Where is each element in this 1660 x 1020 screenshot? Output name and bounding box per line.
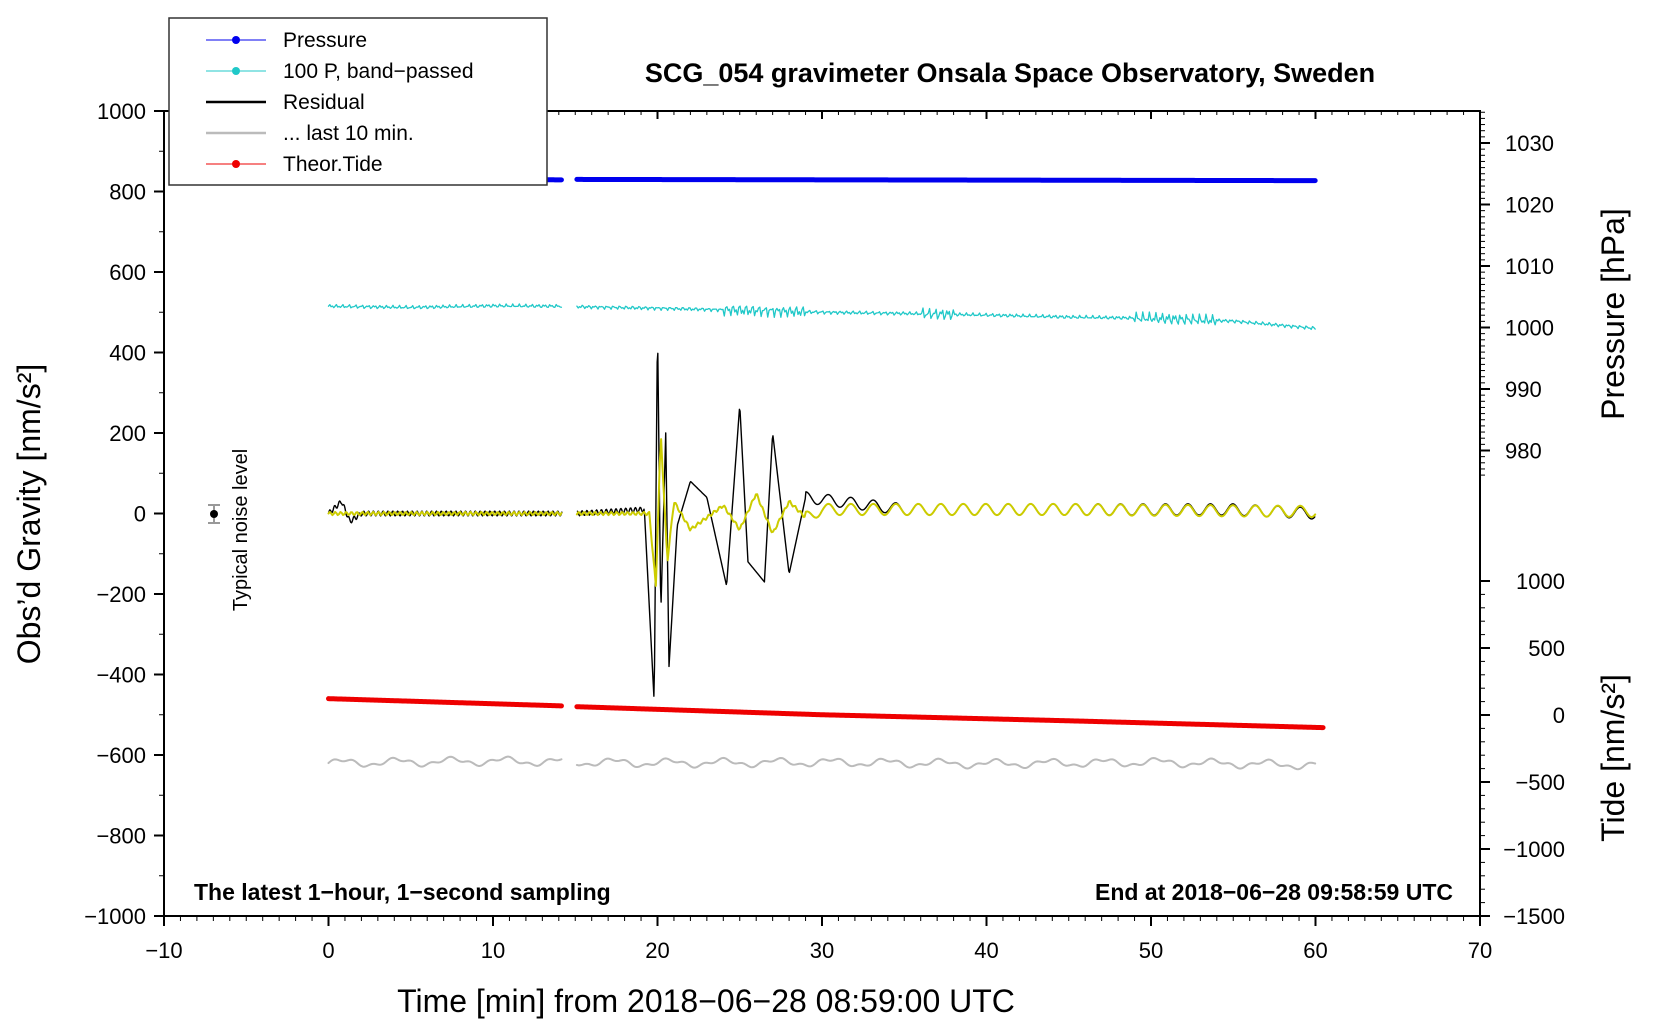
series-pressure xyxy=(574,176,1318,184)
tide-axis-ticks: 1000 500 0 −500 −1000 −1500 xyxy=(1480,569,1565,929)
series-theor-tide xyxy=(326,696,564,709)
legend-label: ... last 10 min. xyxy=(283,122,414,145)
x-tick-label: 70 xyxy=(1468,938,1492,963)
y-tick-label: 600 xyxy=(109,260,146,285)
tide-tick-label: 1000 xyxy=(1516,569,1565,594)
pressure-tick-label: 1020 xyxy=(1505,193,1554,218)
tide-tick-label: −500 xyxy=(1515,770,1565,795)
series--last-10-min- xyxy=(327,755,563,768)
noise-dot xyxy=(210,510,218,518)
chart-title: SCG_054 gravimeter Onsala Space Observat… xyxy=(645,58,1375,88)
y-tick-label: 200 xyxy=(109,421,146,446)
x-tick-label: 50 xyxy=(1139,938,1163,963)
legend-marker xyxy=(232,36,240,44)
x-tick-label: 60 xyxy=(1303,938,1327,963)
pressure-tick-label: 1030 xyxy=(1505,131,1554,156)
legend-label: Residual xyxy=(283,91,365,114)
y-tick-label: −400 xyxy=(96,663,146,688)
series-band-passed-gravity xyxy=(575,438,1317,587)
pressure-tick-label: 980 xyxy=(1505,439,1542,464)
series-100-p-band-passed xyxy=(327,303,563,310)
x-tick-label: −10 xyxy=(145,938,182,963)
tide-tick-label: −1000 xyxy=(1503,837,1565,862)
series-band-passed-gravity xyxy=(327,510,563,517)
y-tick-label: −1000 xyxy=(84,904,146,929)
x-tick-label: 40 xyxy=(974,938,998,963)
series-theor-tide xyxy=(574,704,1326,731)
end-time-info: End at 2018−06−28 09:58:59 UTC xyxy=(1095,879,1453,905)
pressure-axis-title: Pressure [hPa] xyxy=(1595,208,1631,420)
legend-marker xyxy=(232,160,240,168)
sampling-info: The latest 1−hour, 1−second sampling xyxy=(194,879,611,905)
tide-tick-label: −1500 xyxy=(1503,904,1565,929)
tide-tick-label: 500 xyxy=(1528,636,1565,661)
series-100-p-band-passed xyxy=(576,304,1316,331)
y-tick-label: −200 xyxy=(96,582,146,607)
x-tick-label: 20 xyxy=(645,938,669,963)
pressure-tick-label: 1010 xyxy=(1505,254,1554,279)
tide-tick-label: 0 xyxy=(1553,703,1565,728)
series--last-10-min- xyxy=(575,756,1317,771)
pressure-axis-ticks: 1030 1020 1010 1000 990 980 xyxy=(1480,111,1554,476)
x-tick-label: 10 xyxy=(481,938,505,963)
pressure-tick-label: 990 xyxy=(1505,377,1542,402)
noise-indicator: Typical noise level xyxy=(208,449,252,611)
legend: Pressure 100 P, band−passed Residual ... la… xyxy=(168,17,548,186)
tide-axis-title: Tide [nm/s²] xyxy=(1595,674,1631,842)
y-tick-label: 1000 xyxy=(97,99,146,124)
legend-label: 100 P, band−passed xyxy=(283,60,474,83)
x-axis-title: Time [min] from 2018−06−28 08:59:00 UTC xyxy=(397,983,1015,1019)
y-tick-label: 0 xyxy=(134,502,146,527)
y-tick-label: 800 xyxy=(109,180,146,205)
legend-marker xyxy=(232,67,240,75)
x-tick-label: 30 xyxy=(810,938,834,963)
y-axis-ticks: 1000 800 600 400 200 0 −200 −400 −600 −800 −1000 xyxy=(84,99,164,929)
pressure-tick-label: 1000 xyxy=(1505,316,1554,341)
series-layer xyxy=(326,176,1326,771)
noise-label: Typical noise level xyxy=(230,449,252,611)
x-tick-label: 0 xyxy=(322,938,334,963)
y-axis-title: Obs’d Gravity [nm/s²] xyxy=(11,364,47,665)
y-tick-label: −800 xyxy=(96,824,146,849)
legend-label: Theor.Tide xyxy=(283,153,383,176)
y-tick-label: 400 xyxy=(109,341,146,366)
y-tick-label: −600 xyxy=(96,743,146,768)
legend-label: Pressure xyxy=(283,29,367,52)
